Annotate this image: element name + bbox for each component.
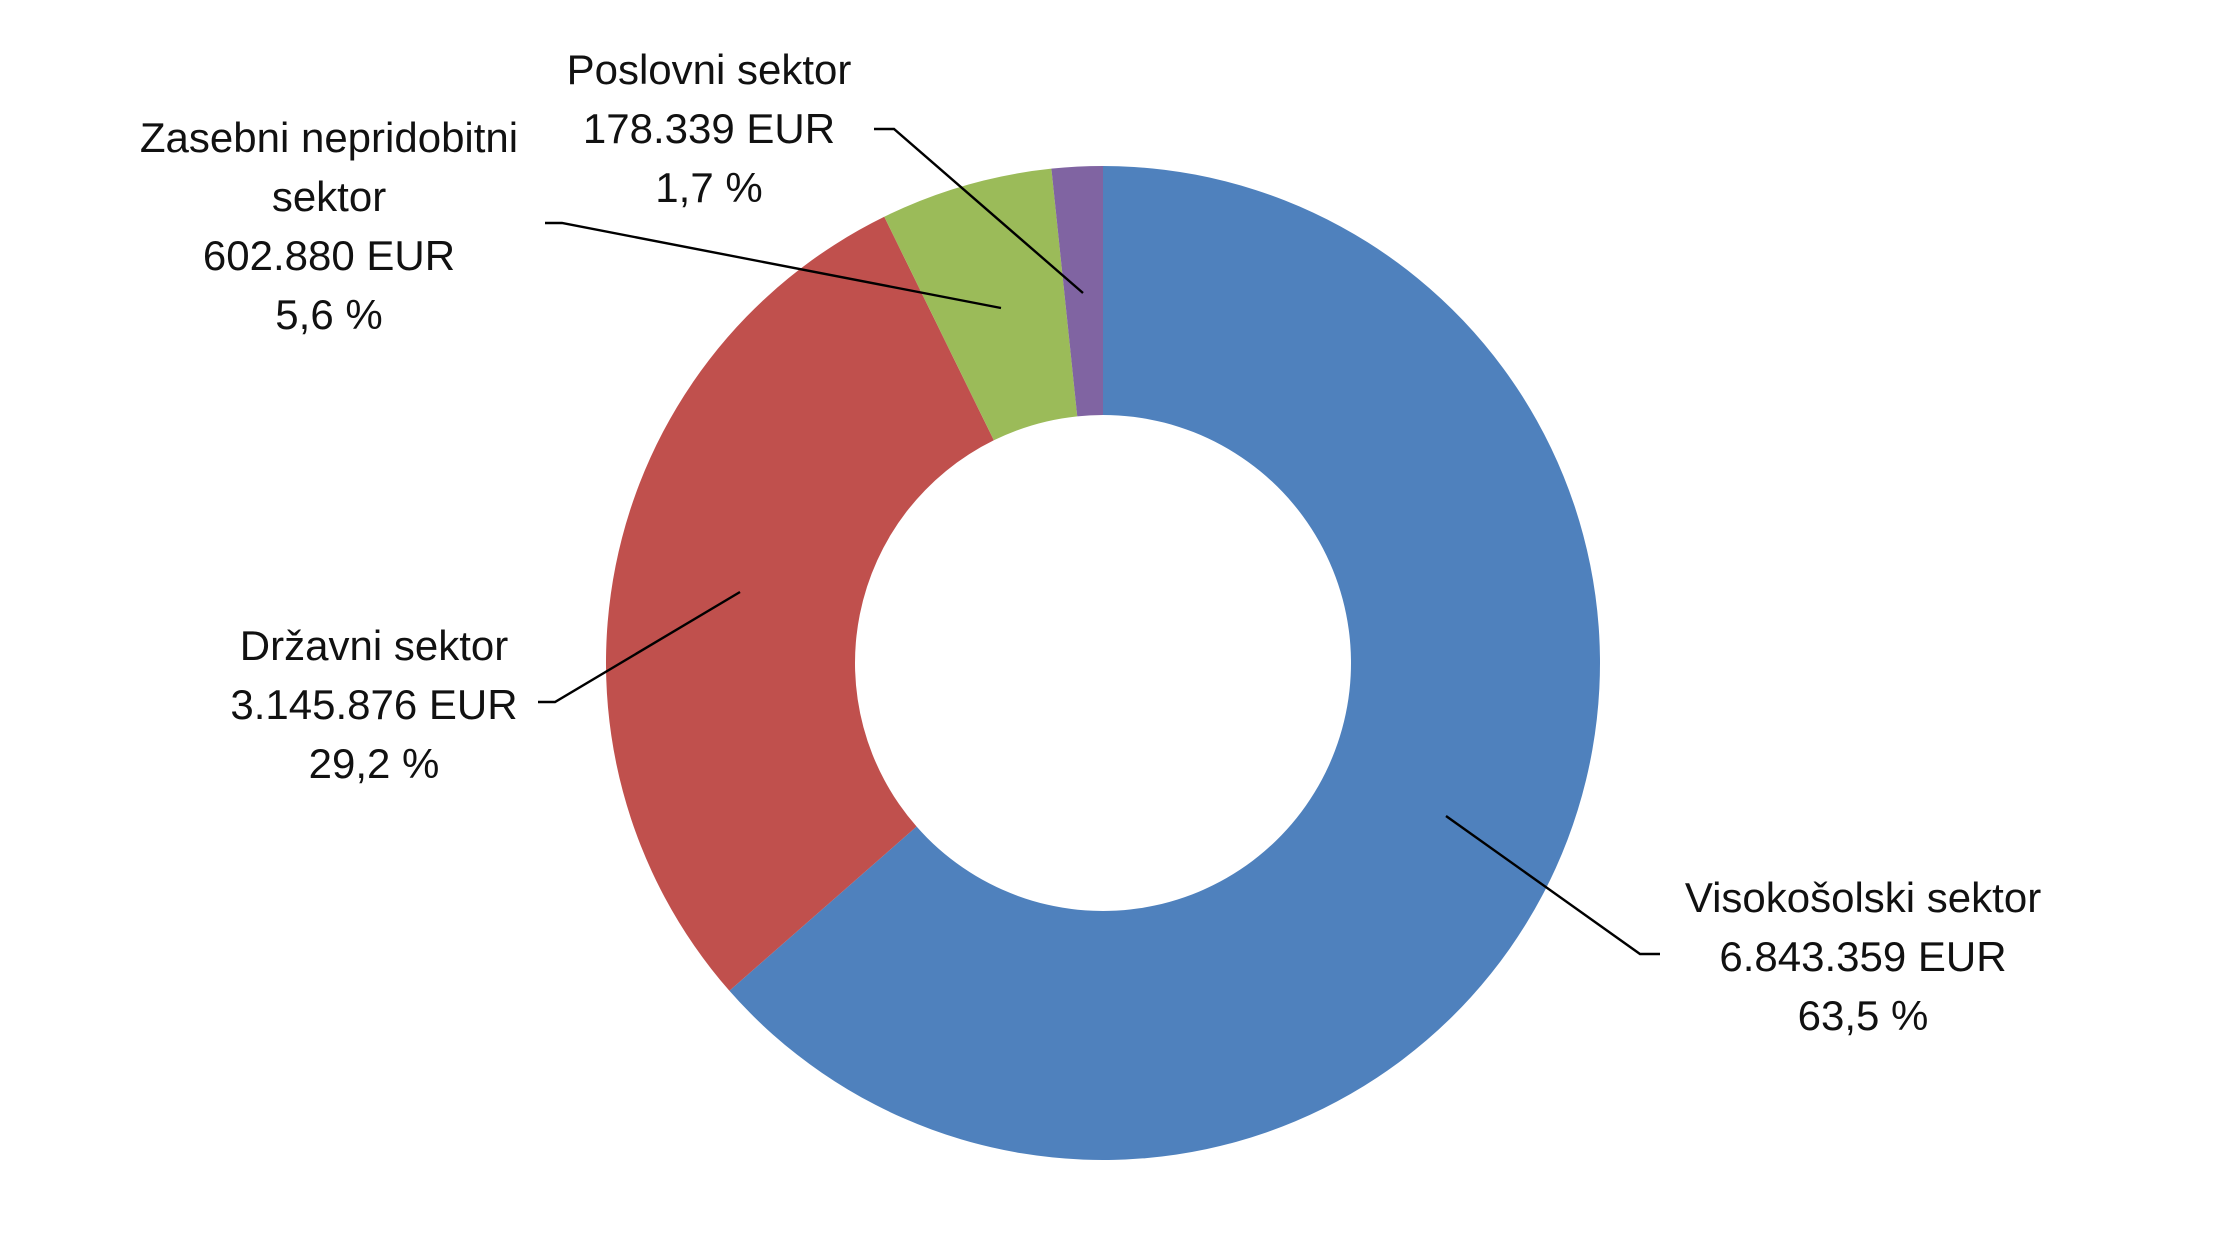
leader-lines-group: [538, 127, 1660, 956]
slice-poslovni: [1051, 166, 1103, 417]
label-value-drzavni: 3.145.876 EUR: [230, 681, 517, 728]
label-name-zasebni-1: Zasebni nepridobitni: [140, 114, 518, 161]
leader-line-zasebni: [545, 221, 1002, 310]
label-name-visokosolski: Visokošolski sektor: [1685, 874, 2041, 921]
label-value-poslovni: 178.339 EUR: [583, 105, 835, 152]
slice-drzavni: [606, 216, 994, 991]
label-name-drzavni: Državni sektor: [240, 622, 508, 669]
label-percent-visokosolski: 63,5 %: [1798, 992, 1929, 1039]
label-percent-poslovni: 1,7 %: [655, 164, 762, 211]
slice-visokosolski: [729, 166, 1600, 1160]
label-name-poslovni: Poslovni sektor: [567, 46, 852, 93]
label-value-visokosolski: 6.843.359 EUR: [1719, 933, 2006, 980]
label-percent-drzavni: 29,2 %: [309, 740, 440, 787]
labels-group: Visokošolski sektor 6.843.359 EUR 63,5 % Dr…: [140, 46, 2041, 1039]
label-name-zasebni-2: sektor: [272, 173, 386, 220]
label-percent-zasebni: 5,6 %: [275, 291, 382, 338]
slices-group: [606, 166, 1600, 1160]
leader-line-poslovni: [874, 127, 1084, 294]
label-value-zasebni: 602.880 EUR: [203, 232, 455, 279]
leader-line-drzavni: [538, 590, 741, 704]
leader-line-visokosolski: [1445, 815, 1660, 956]
